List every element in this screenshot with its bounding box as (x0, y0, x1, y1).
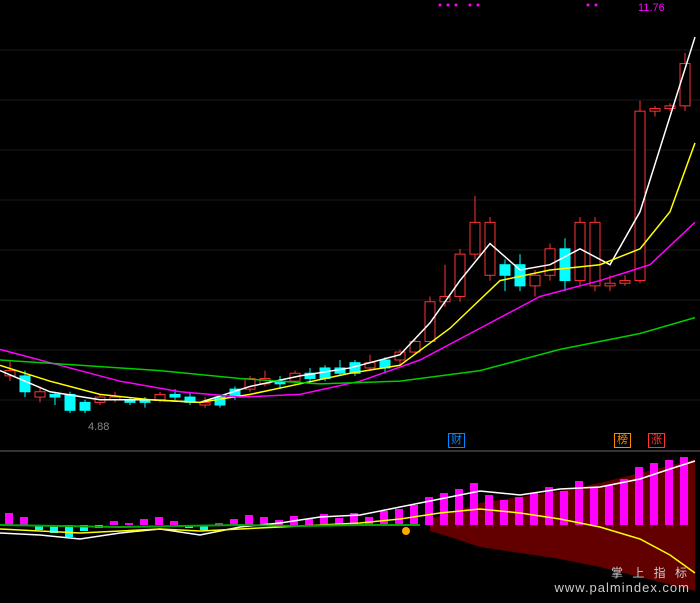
event-marker[interactable]: 涨 (648, 433, 665, 448)
event-marker[interactable]: 财 (448, 433, 465, 448)
price-label: 11.76 (638, 2, 665, 14)
watermark-url: www.palmindex.com (555, 580, 691, 595)
candlestick-chart (0, 0, 700, 450)
watermark-title: 掌 上 指 标 (611, 564, 690, 581)
main-chart-panel: 11.76 4.88 财 榜 涨 (0, 0, 700, 450)
price-label: 4.88 (88, 421, 109, 433)
event-marker[interactable]: 榜 (614, 433, 631, 448)
panel-separator (0, 450, 700, 452)
